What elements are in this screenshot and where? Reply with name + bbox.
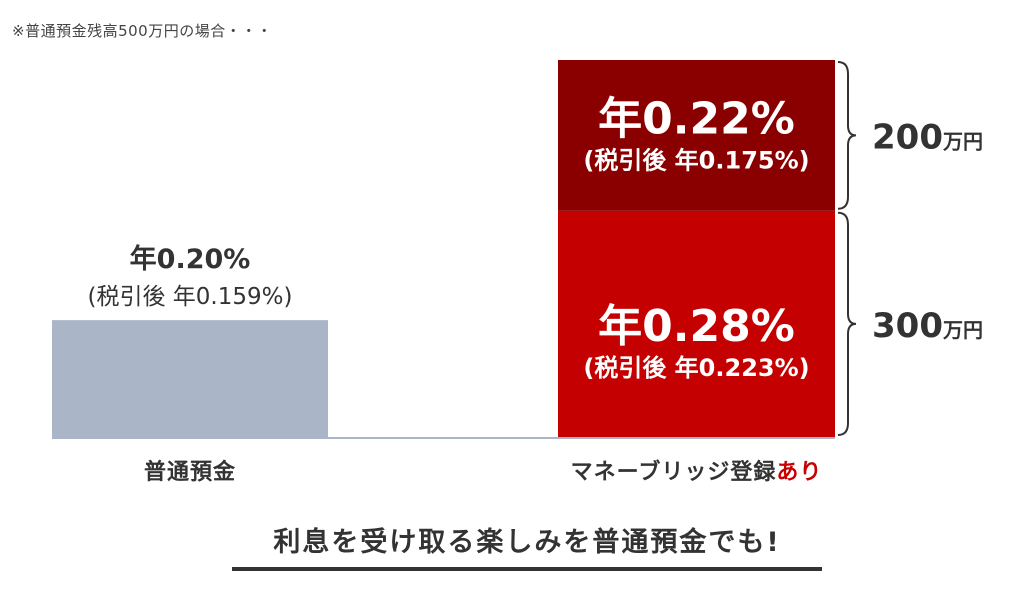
bracket-unit: 万円	[942, 318, 983, 342]
rate-label-0-0: 年0.20%	[130, 243, 251, 275]
category-label-part-1-0: マネーブリッジ登録	[571, 459, 777, 485]
category-label-part-0-0: 普通預金	[144, 459, 236, 485]
bar-segment-0-0	[52, 320, 328, 437]
category-label-part-1-1: あり	[776, 460, 822, 485]
bracket-1-1	[837, 61, 857, 210]
aftertax-label-1-0: (税引後 年0.223%)	[583, 354, 809, 382]
note-text: ※普通預金残高500万円の場合・・・	[12, 22, 273, 40]
bar-segment-1-0	[558, 210, 835, 437]
aftertax-label-0-0: (税引後 年0.159%)	[88, 284, 293, 310]
bracket-value: 300	[872, 306, 943, 346]
category-label-0: 普通預金	[144, 459, 236, 485]
bracket-unit: 万円	[942, 129, 983, 153]
bracket-label-1-1: 200万円	[872, 117, 983, 157]
aftertax-label-1-1: (税引後 年0.175%)	[583, 146, 809, 174]
bracket-1-0	[837, 211, 857, 436]
bracket-value: 200	[872, 117, 943, 157]
rate-label-1-1: 年0.22%	[598, 93, 795, 144]
bracket-label-1-0: 300万円	[872, 306, 983, 346]
category-label-1: マネーブリッジ登録あり	[571, 459, 823, 485]
bar-segment-1-1	[558, 60, 835, 211]
rate-label-1-0: 年0.28%	[598, 301, 795, 352]
tagline: 利息を受け取る楽しみを普通預金でも!	[232, 520, 822, 571]
